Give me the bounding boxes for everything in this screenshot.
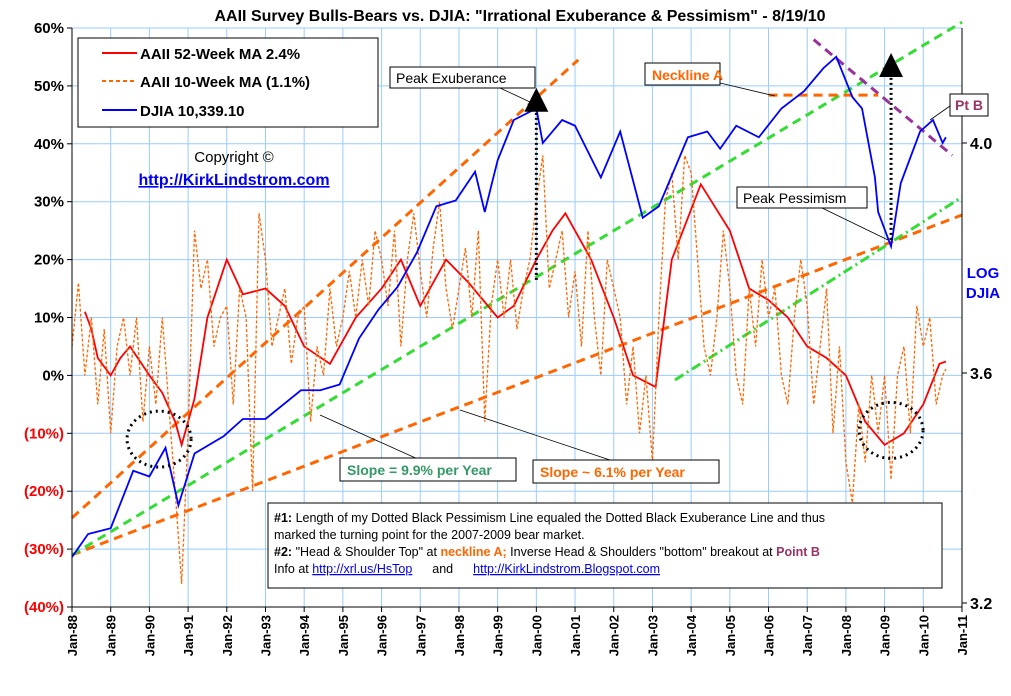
legend-label-52wk: AAII 52-Week MA 2.4% bbox=[140, 46, 300, 63]
peak-pessimism-label: Peak Pessimism bbox=[743, 190, 846, 206]
neckline-a-callout: Neckline A bbox=[644, 62, 776, 97]
note2-neckline: neckline A; bbox=[440, 545, 506, 559]
x-tick-label: Jan-08 bbox=[839, 615, 854, 656]
right-axis-label-djia: DJIA bbox=[966, 285, 1000, 302]
y-left-tick-label: 10% bbox=[34, 310, 64, 327]
series-line-aaii-10wk bbox=[71, 155, 947, 584]
x-tick-label: Jan-06 bbox=[762, 615, 777, 656]
y-right-tick-label: 3.6 bbox=[970, 366, 992, 383]
pt-b-label: Pt B bbox=[955, 97, 983, 113]
x-tick-label: Jan-88 bbox=[65, 615, 80, 656]
trend-line bbox=[71, 20, 963, 557]
note-link-blog[interactable]: http://KirkLindstrom.Blogspot.com bbox=[473, 562, 660, 576]
note-info: Info at bbox=[274, 562, 309, 576]
x-tick-label: Jan-05 bbox=[723, 615, 738, 656]
slope-green-label: Slope = 9.9% per Year bbox=[347, 462, 492, 478]
neckline-a-label: Neckline A bbox=[652, 67, 723, 83]
x-tick-label: Jan-93 bbox=[258, 615, 273, 656]
slope-orange-callout: Slope ~ 6.1% per Year bbox=[459, 409, 720, 484]
x-tick-label: Jan-04 bbox=[684, 614, 699, 656]
y-left-tick-label: 50% bbox=[34, 78, 64, 95]
note2-label: #2: bbox=[274, 545, 292, 559]
legend: AAII 52-Week MA 2.4% AAII 10-Week MA (1.… bbox=[77, 37, 379, 128]
y-left-tick-label: 40% bbox=[34, 136, 64, 153]
x-tick-label: Jan-94 bbox=[297, 614, 312, 656]
y-left-tick-label: (10%) bbox=[24, 425, 64, 442]
slope-green-callout: Slope = 9.9% per Year bbox=[319, 414, 517, 482]
x-tick-label: Jan-95 bbox=[336, 615, 351, 656]
x-tick-label: Jan-10 bbox=[916, 615, 931, 656]
axes: Jan-88 Jan-89 Jan-90 Jan-91 Jan-92 Jan-93 Jan-… bbox=[24, 20, 992, 656]
peak-pessimism-callout: Peak Pessimism bbox=[736, 186, 889, 241]
right-axis-label-log: LOG bbox=[967, 265, 1000, 282]
x-tick-label: Jan-99 bbox=[491, 615, 506, 656]
note1-line1: Length of my Dotted Black Pessimism Line… bbox=[296, 511, 825, 525]
note2-b: Inverse Head & Shoulders "bottom" breako… bbox=[510, 545, 773, 559]
dotted-circle bbox=[125, 409, 193, 469]
note-and: and bbox=[432, 562, 453, 576]
trend-line bbox=[71, 213, 963, 557]
x-tick-label: Jan-96 bbox=[375, 615, 390, 656]
legend-label-10wk: AAII 10-Week MA (1.1%) bbox=[140, 74, 310, 91]
x-tick-label: Jan-03 bbox=[645, 615, 660, 656]
y-left-tick-label: (20%) bbox=[24, 483, 64, 500]
x-tick-label: Jan-09 bbox=[878, 615, 893, 656]
trend-line bbox=[70, 58, 580, 519]
slope-orange-label: Slope ~ 6.1% per Year bbox=[540, 464, 685, 480]
x-tick-label: Jan-92 bbox=[220, 615, 235, 656]
note-box: #1: Length of my Dotted Black Pessimism … bbox=[267, 502, 943, 589]
trend-line bbox=[674, 195, 963, 382]
x-tick-label: Jan-11 bbox=[955, 615, 970, 655]
series bbox=[71, 53, 947, 584]
dotted-circle bbox=[857, 400, 925, 460]
x-tick-label: Jan-91 bbox=[181, 615, 196, 656]
note-link-hstop[interactable]: http://xrl.us/HsTop bbox=[312, 562, 412, 576]
note2-point-b: Point B bbox=[776, 545, 820, 559]
svg-text:#2: "Head & Shoulder Top" at n: #2: "Head & Shoulder Top" at neckline A;… bbox=[274, 545, 820, 559]
y-left-tick-label: 30% bbox=[34, 194, 64, 211]
note1-label: #1: bbox=[274, 511, 292, 525]
x-tick-label: Jan-07 bbox=[800, 615, 815, 656]
y-left-tick-label: (30%) bbox=[24, 541, 64, 558]
y-left-tick-label: 60% bbox=[34, 20, 64, 37]
x-tick-label: Jan-98 bbox=[452, 615, 467, 656]
peak-exuberance-label: Peak Exuberance bbox=[396, 70, 507, 86]
y-left-tick-label: 20% bbox=[34, 252, 64, 269]
note2-a: "Head & Shoulder Top" at bbox=[296, 545, 438, 559]
x-tick-label: Jan-90 bbox=[142, 615, 157, 656]
y-left-tick-label: (40%) bbox=[24, 599, 64, 616]
x-tick-label: Jan-02 bbox=[607, 615, 622, 656]
svg-text:#1: Length of my Dotted Black: #1: Length of my Dotted Black Pessimism … bbox=[274, 511, 825, 525]
y-right-tick-label: 4.0 bbox=[970, 136, 992, 153]
legend-label-djia: DJIA 10,339.10 bbox=[140, 103, 245, 120]
x-tick-label: Jan-89 bbox=[104, 615, 119, 656]
pt-b-callout: Pt B bbox=[929, 93, 989, 121]
x-tick-label: Jan-01 bbox=[568, 615, 583, 656]
chart-title: AAII Survey Bulls-Bears vs. DJIA: "Irrat… bbox=[215, 8, 826, 25]
note1-line2: marked the turning point for the 2007-20… bbox=[274, 528, 585, 542]
y-left-tick-label: 0% bbox=[42, 367, 64, 384]
x-tick-label: Jan-97 bbox=[413, 615, 428, 656]
peak-exuberance-callout: Peak Exuberance bbox=[389, 66, 536, 103]
series-line-djia bbox=[71, 55, 947, 558]
copyright-text: Copyright © bbox=[194, 149, 273, 166]
site-link[interactable]: http://KirkLindstrom.com bbox=[138, 172, 329, 189]
y-right-tick-label: 3.2 bbox=[970, 596, 992, 613]
x-tick-label: Jan-00 bbox=[529, 615, 544, 656]
